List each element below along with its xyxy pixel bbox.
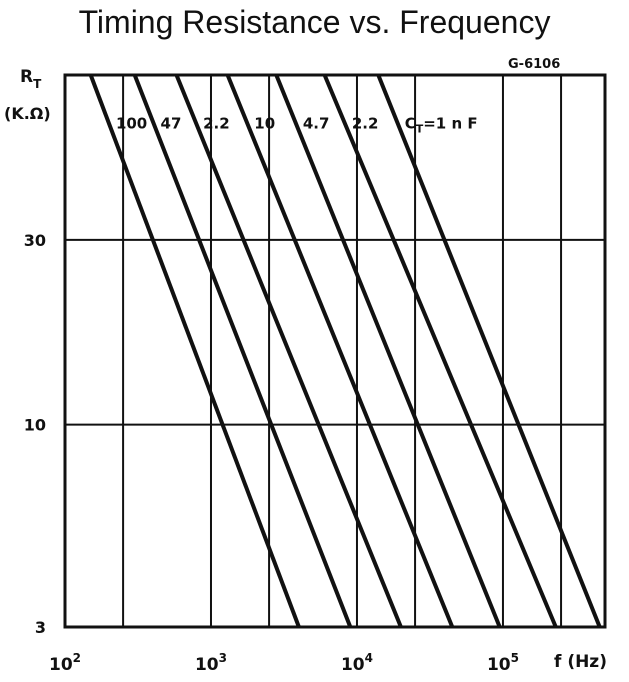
y-axis-label: RT [20,67,42,91]
series-label-sub: T [416,122,424,135]
x-tick-base: 10 [487,655,511,675]
x-tick-label: 105 [487,651,519,675]
series-line [376,74,602,628]
x-tick-exponent: 4 [365,651,373,665]
series-line [274,74,502,628]
x-tick-exponent: 2 [73,651,81,665]
x-tick-label: 104 [341,651,373,675]
y-tick-label: 10 [24,416,46,435]
x-tick-labels: 102 103 104 105 [49,651,519,675]
x-tick-label: 102 [49,651,81,675]
series-lines [88,74,602,628]
y-tick-label: 3 [35,618,46,637]
x-tick-base: 10 [341,655,365,675]
y-tick-labels: 3 10 30 [24,231,46,637]
x-axis-label: f (Hz) [554,652,607,672]
series-label: 100 [116,114,147,132]
series-line [132,74,353,628]
series-label: 2.2 [352,114,379,132]
y-axis-label-main: R [20,67,33,87]
figure-code: G-6106 [508,57,560,72]
x-tick-base: 10 [195,655,219,675]
plot-frame [63,73,607,629]
series-label-main: C [405,114,416,132]
series-label-rest: =1 n F [423,114,477,132]
x-tick-exponent: 5 [511,651,519,665]
y-axis-unit: (K.Ω) [4,104,51,123]
series-label: CT=1 n F [405,114,478,135]
series-label: 2.2 [203,114,230,132]
series-label: 4.7 [303,114,330,132]
x-tick-label: 103 [195,651,227,675]
y-tick-label: 30 [24,231,46,250]
grid-lines [65,75,605,627]
x-tick-base: 10 [49,655,73,675]
y-axis-label-sub: T [33,77,42,91]
series-line [88,74,301,628]
chart-title: Timing Resistance vs. Frequency [78,4,551,40]
series-label: 10 [254,114,275,132]
series-line [174,74,403,628]
series-line [322,74,558,628]
series-label: 47 [161,114,182,132]
x-tick-exponent: 3 [219,651,227,665]
series-labels: 100 47 2.2 10 4.7 2.2 CT=1 n F [116,114,478,135]
series-line [225,74,455,628]
